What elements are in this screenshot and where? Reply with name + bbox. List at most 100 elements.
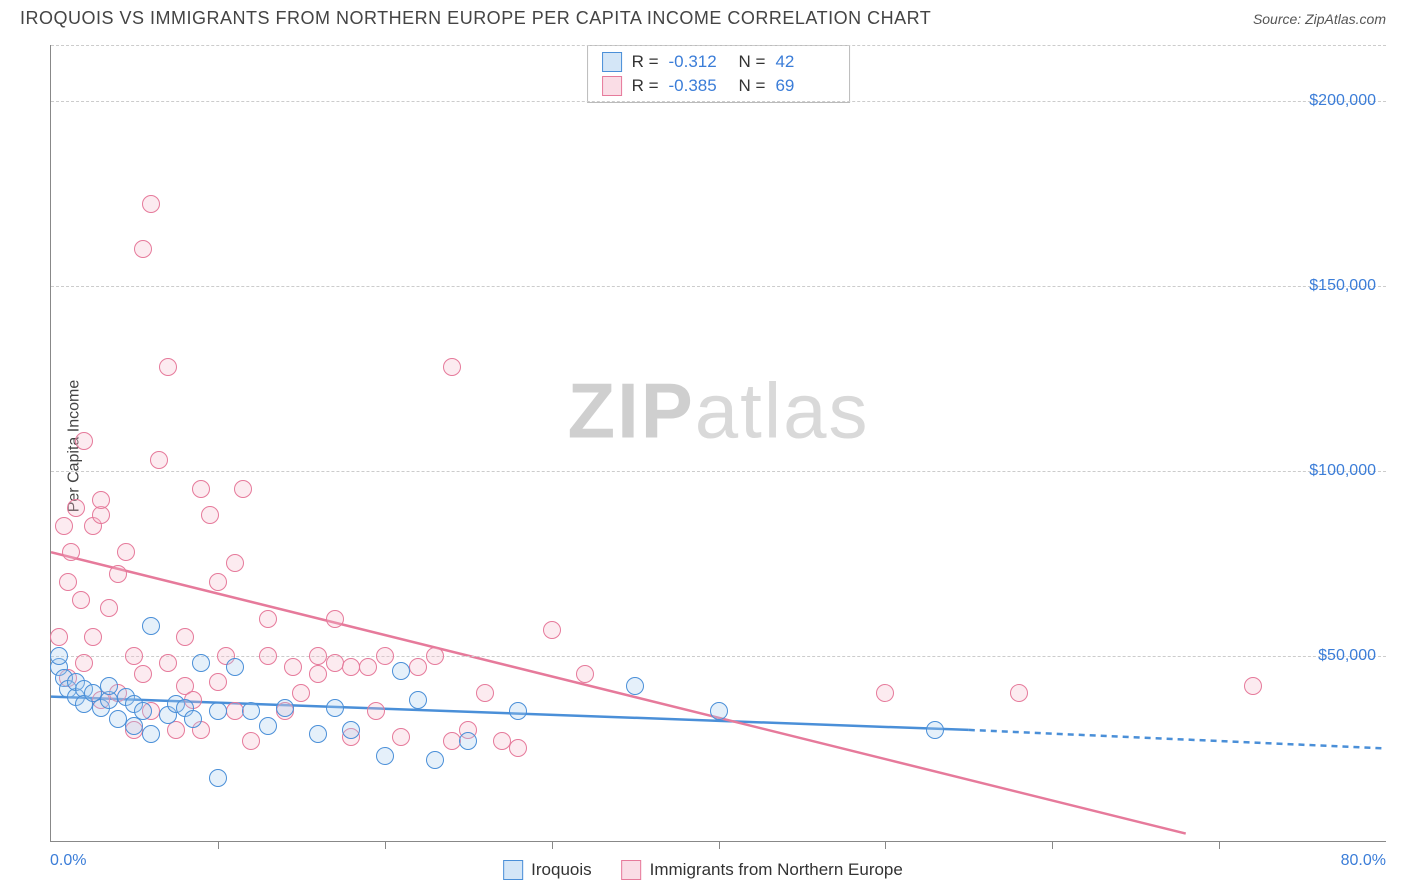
r-value-blue: -0.312: [669, 52, 729, 72]
data-point-blue: [109, 710, 127, 728]
x-tick: [885, 841, 886, 849]
swatch-pink-icon: [622, 860, 642, 880]
r-value-pink: -0.385: [669, 76, 729, 96]
data-point-pink: [443, 358, 461, 376]
data-point-pink: [62, 543, 80, 561]
data-point-blue: [259, 717, 277, 735]
y-tick-label: $100,000: [1309, 462, 1376, 480]
data-point-pink: [342, 658, 360, 676]
legend-label-pink: Immigrants from Northern Europe: [650, 860, 903, 880]
data-point-pink: [309, 647, 327, 665]
data-point-pink: [259, 647, 277, 665]
x-tick: [385, 841, 386, 849]
data-point-blue: [426, 751, 444, 769]
data-point-pink: [476, 684, 494, 702]
legend-row-blue: R = -0.312 N = 42: [602, 50, 836, 74]
x-axis-start-label: 0.0%: [50, 852, 86, 870]
data-point-pink: [109, 565, 127, 583]
n-value-pink: 69: [775, 76, 835, 96]
data-point-pink: [50, 628, 68, 646]
data-point-pink: [1010, 684, 1028, 702]
r-label: R =: [632, 52, 659, 72]
data-point-pink: [259, 610, 277, 628]
data-point-pink: [543, 621, 561, 639]
data-point-pink: [209, 673, 227, 691]
data-point-pink: [284, 658, 302, 676]
series-legend: Iroquois Immigrants from Northern Europe: [503, 860, 903, 880]
data-point-pink: [55, 517, 73, 535]
data-point-blue: [326, 699, 344, 717]
watermark-logo: ZIPatlas: [567, 366, 869, 457]
data-point-pink: [876, 684, 894, 702]
watermark-zip: ZIP: [567, 367, 694, 455]
data-point-pink: [226, 554, 244, 572]
y-tick-label: $150,000: [1309, 277, 1376, 295]
x-tick: [218, 841, 219, 849]
data-point-pink: [209, 573, 227, 591]
source-name: ZipAtlas.com: [1305, 11, 1386, 27]
legend-row-pink: R = -0.385 N = 69: [602, 74, 836, 98]
y-tick-label: $50,000: [1318, 647, 1376, 665]
data-point-pink: [84, 628, 102, 646]
x-axis-end-label: 80.0%: [1341, 852, 1386, 870]
data-point-pink: [150, 451, 168, 469]
data-point-pink: [134, 665, 152, 683]
data-point-blue: [392, 662, 410, 680]
r-label: R =: [632, 76, 659, 96]
data-point-pink: [292, 684, 310, 702]
data-point-blue: [226, 658, 244, 676]
data-point-pink: [72, 591, 90, 609]
data-point-pink: [125, 647, 143, 665]
data-point-pink: [509, 739, 527, 757]
data-point-pink: [117, 543, 135, 561]
data-point-pink: [576, 665, 594, 683]
data-point-pink: [201, 506, 219, 524]
n-label: N =: [739, 76, 766, 96]
trend-line: [969, 730, 1386, 749]
data-point-blue: [184, 710, 202, 728]
y-tick-label: $200,000: [1309, 92, 1376, 110]
data-point-pink: [75, 654, 93, 672]
data-point-pink: [392, 728, 410, 746]
data-point-pink: [176, 628, 194, 646]
data-point-pink: [409, 658, 427, 676]
data-point-blue: [209, 769, 227, 787]
data-point-blue: [242, 702, 260, 720]
data-point-blue: [926, 721, 944, 739]
data-point-blue: [459, 732, 477, 750]
swatch-blue-icon: [503, 860, 523, 880]
swatch-blue-icon: [602, 52, 622, 72]
n-value-blue: 42: [775, 52, 835, 72]
data-point-blue: [209, 702, 227, 720]
legend-item-pink: Immigrants from Northern Europe: [622, 860, 903, 880]
data-point-blue: [409, 691, 427, 709]
correlation-legend: R = -0.312 N = 42 R = -0.385 N = 69: [587, 45, 851, 103]
trend-lines-layer: [51, 45, 1386, 841]
gridline: [51, 471, 1386, 472]
x-tick: [1219, 841, 1220, 849]
data-point-pink: [92, 491, 110, 509]
source-prefix: Source:: [1253, 11, 1305, 27]
data-point-pink: [159, 358, 177, 376]
data-point-pink: [359, 658, 377, 676]
scatter-chart: ZIPatlas R = -0.312 N = 42 R = -0.385 N …: [50, 45, 1386, 842]
x-tick: [552, 841, 553, 849]
data-point-pink: [67, 499, 85, 517]
data-point-pink: [426, 647, 444, 665]
data-point-blue: [509, 702, 527, 720]
data-point-blue: [309, 725, 327, 743]
data-point-pink: [192, 480, 210, 498]
data-point-blue: [100, 677, 118, 695]
data-point-pink: [367, 702, 385, 720]
gridline: [51, 286, 1386, 287]
watermark-atlas: atlas: [695, 367, 870, 455]
swatch-pink-icon: [602, 76, 622, 96]
gridline: [51, 101, 1386, 102]
data-point-pink: [376, 647, 394, 665]
source-attribution: Source: ZipAtlas.com: [1253, 11, 1386, 27]
gridline: [51, 45, 1386, 46]
data-point-blue: [142, 725, 160, 743]
data-point-pink: [242, 732, 260, 750]
data-point-blue: [376, 747, 394, 765]
data-point-blue: [342, 721, 360, 739]
